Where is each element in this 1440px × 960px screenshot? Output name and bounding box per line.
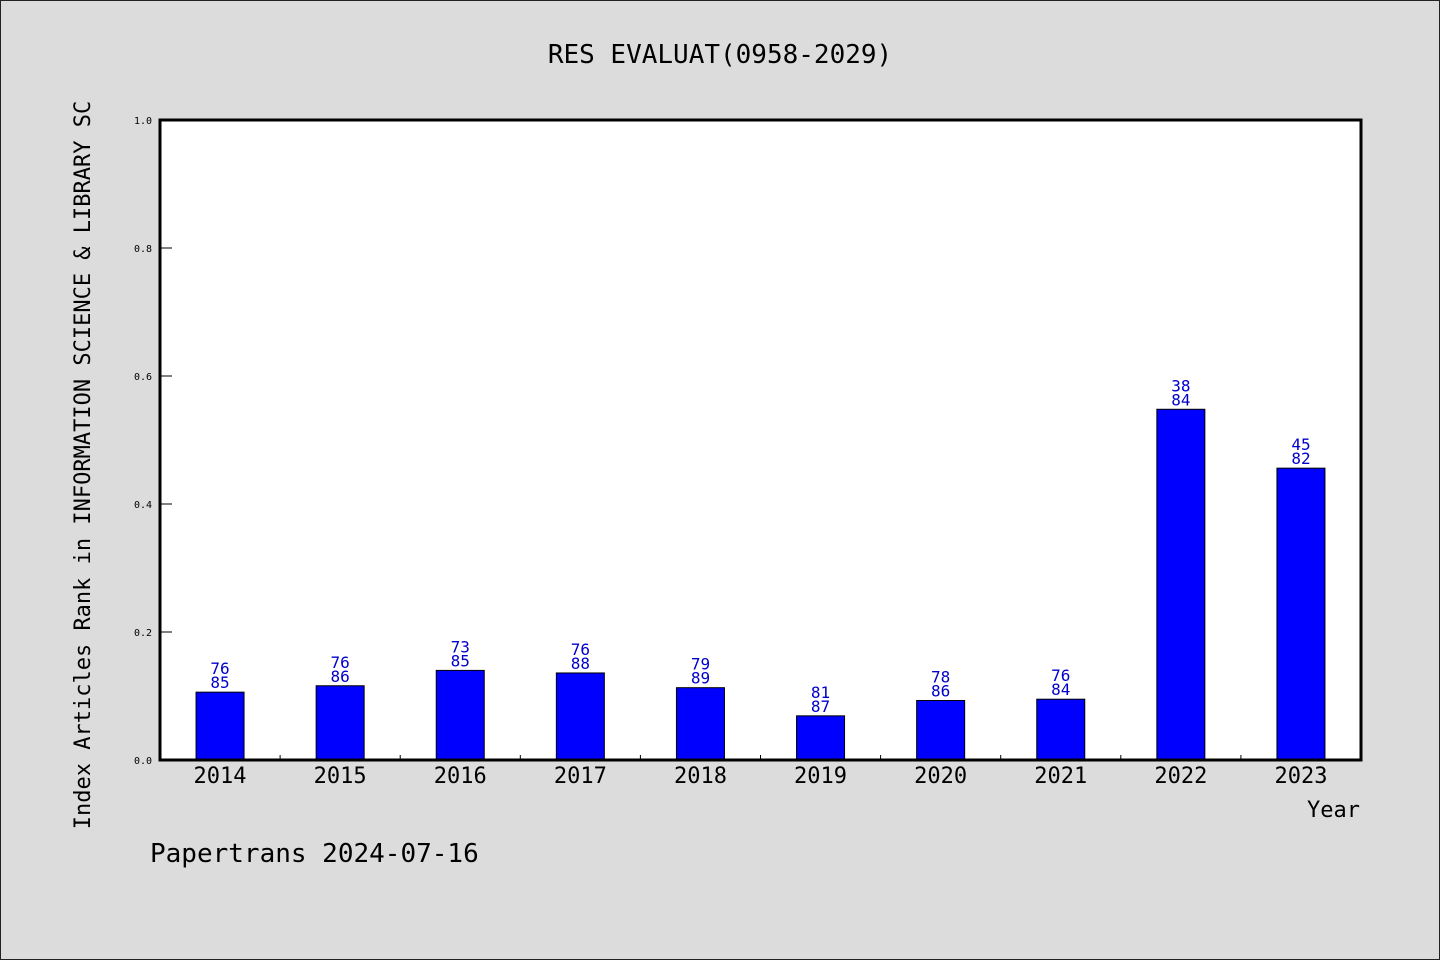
bar-label-top-2023: 45	[1291, 435, 1310, 454]
x-tick-label-2022: 2022	[1154, 764, 1207, 789]
bar-label-bottom-2018: 89	[691, 669, 710, 688]
bar-label-bottom-2015: 86	[331, 667, 350, 686]
bar-label-top-2019: 81	[811, 683, 830, 702]
bar-2017	[555, 672, 605, 761]
bar-label-top-2020: 78	[931, 667, 950, 686]
bar-2020	[916, 699, 966, 761]
y-tick-label-0.4: 0.4	[134, 500, 152, 511]
bar-label-bottom-2019: 87	[811, 697, 830, 716]
bar-label-top-2015: 76	[331, 653, 350, 672]
x-ticks-group: 2014 2015 2016 2017 2018 2019 2020 2021 2022 2023	[194, 755, 1327, 789]
bar-label-bottom-2020: 86	[931, 681, 950, 700]
bar-2018	[675, 687, 725, 761]
bar-label-bottom-2016: 85	[451, 651, 470, 670]
y-tick-label-0.6: 0.6	[134, 372, 152, 383]
x-tick-label-2014: 2014	[194, 764, 247, 789]
x-axis-label: Year	[1307, 798, 1360, 823]
x-tick-label-2016: 2016	[434, 764, 487, 789]
bar-label-top-2014: 76	[210, 659, 229, 678]
bar-2023	[1276, 467, 1326, 761]
y-tick-label-1.0: 1.0	[134, 116, 152, 127]
bar-2015	[315, 685, 365, 761]
bar-label-top-2018: 79	[691, 655, 710, 674]
y-tick-label-0.8: 0.8	[134, 244, 152, 255]
bar-2016	[435, 669, 485, 761]
bar-2022	[1156, 408, 1206, 761]
bar-label-bottom-2022: 84	[1171, 390, 1190, 409]
bar-2019	[796, 715, 846, 761]
bar-label-bottom-2017: 88	[571, 654, 590, 673]
chart-title: RES EVALUAT(0958-2029)	[548, 40, 892, 70]
x-tick-label-2018: 2018	[674, 764, 727, 789]
bar-label-bottom-2014: 85	[210, 673, 229, 692]
bar-label-bottom-2023: 82	[1291, 449, 1310, 468]
x-tick-label-2017: 2017	[554, 764, 607, 789]
y-tick-label-0.2: 0.2	[134, 628, 152, 639]
bar-label-bottom-2021: 84	[1051, 680, 1070, 699]
footer-credit: Papertrans 2024-07-16	[150, 839, 479, 869]
bar-2014	[195, 691, 245, 761]
bar-2021	[1036, 698, 1086, 761]
x-tick-label-2019: 2019	[794, 764, 847, 789]
bar-label-top-2021: 76	[1051, 666, 1070, 685]
x-tick-label-2021: 2021	[1034, 764, 1087, 789]
bar-label-top-2017: 76	[571, 640, 590, 659]
plot-border	[158, 118, 1363, 762]
x-tick-label-2015: 2015	[314, 764, 367, 789]
y-tick-label-0.0: 0.0	[134, 756, 152, 767]
bar-label-top-2016: 73	[451, 637, 470, 656]
y-axis-label: Index Articles Rank in INFORMATION SCIEN…	[71, 101, 96, 829]
bar-label-top-2022: 38	[1171, 376, 1190, 395]
x-tick-label-2023: 2023	[1274, 764, 1327, 789]
x-tick-label-2020: 2020	[914, 764, 967, 789]
